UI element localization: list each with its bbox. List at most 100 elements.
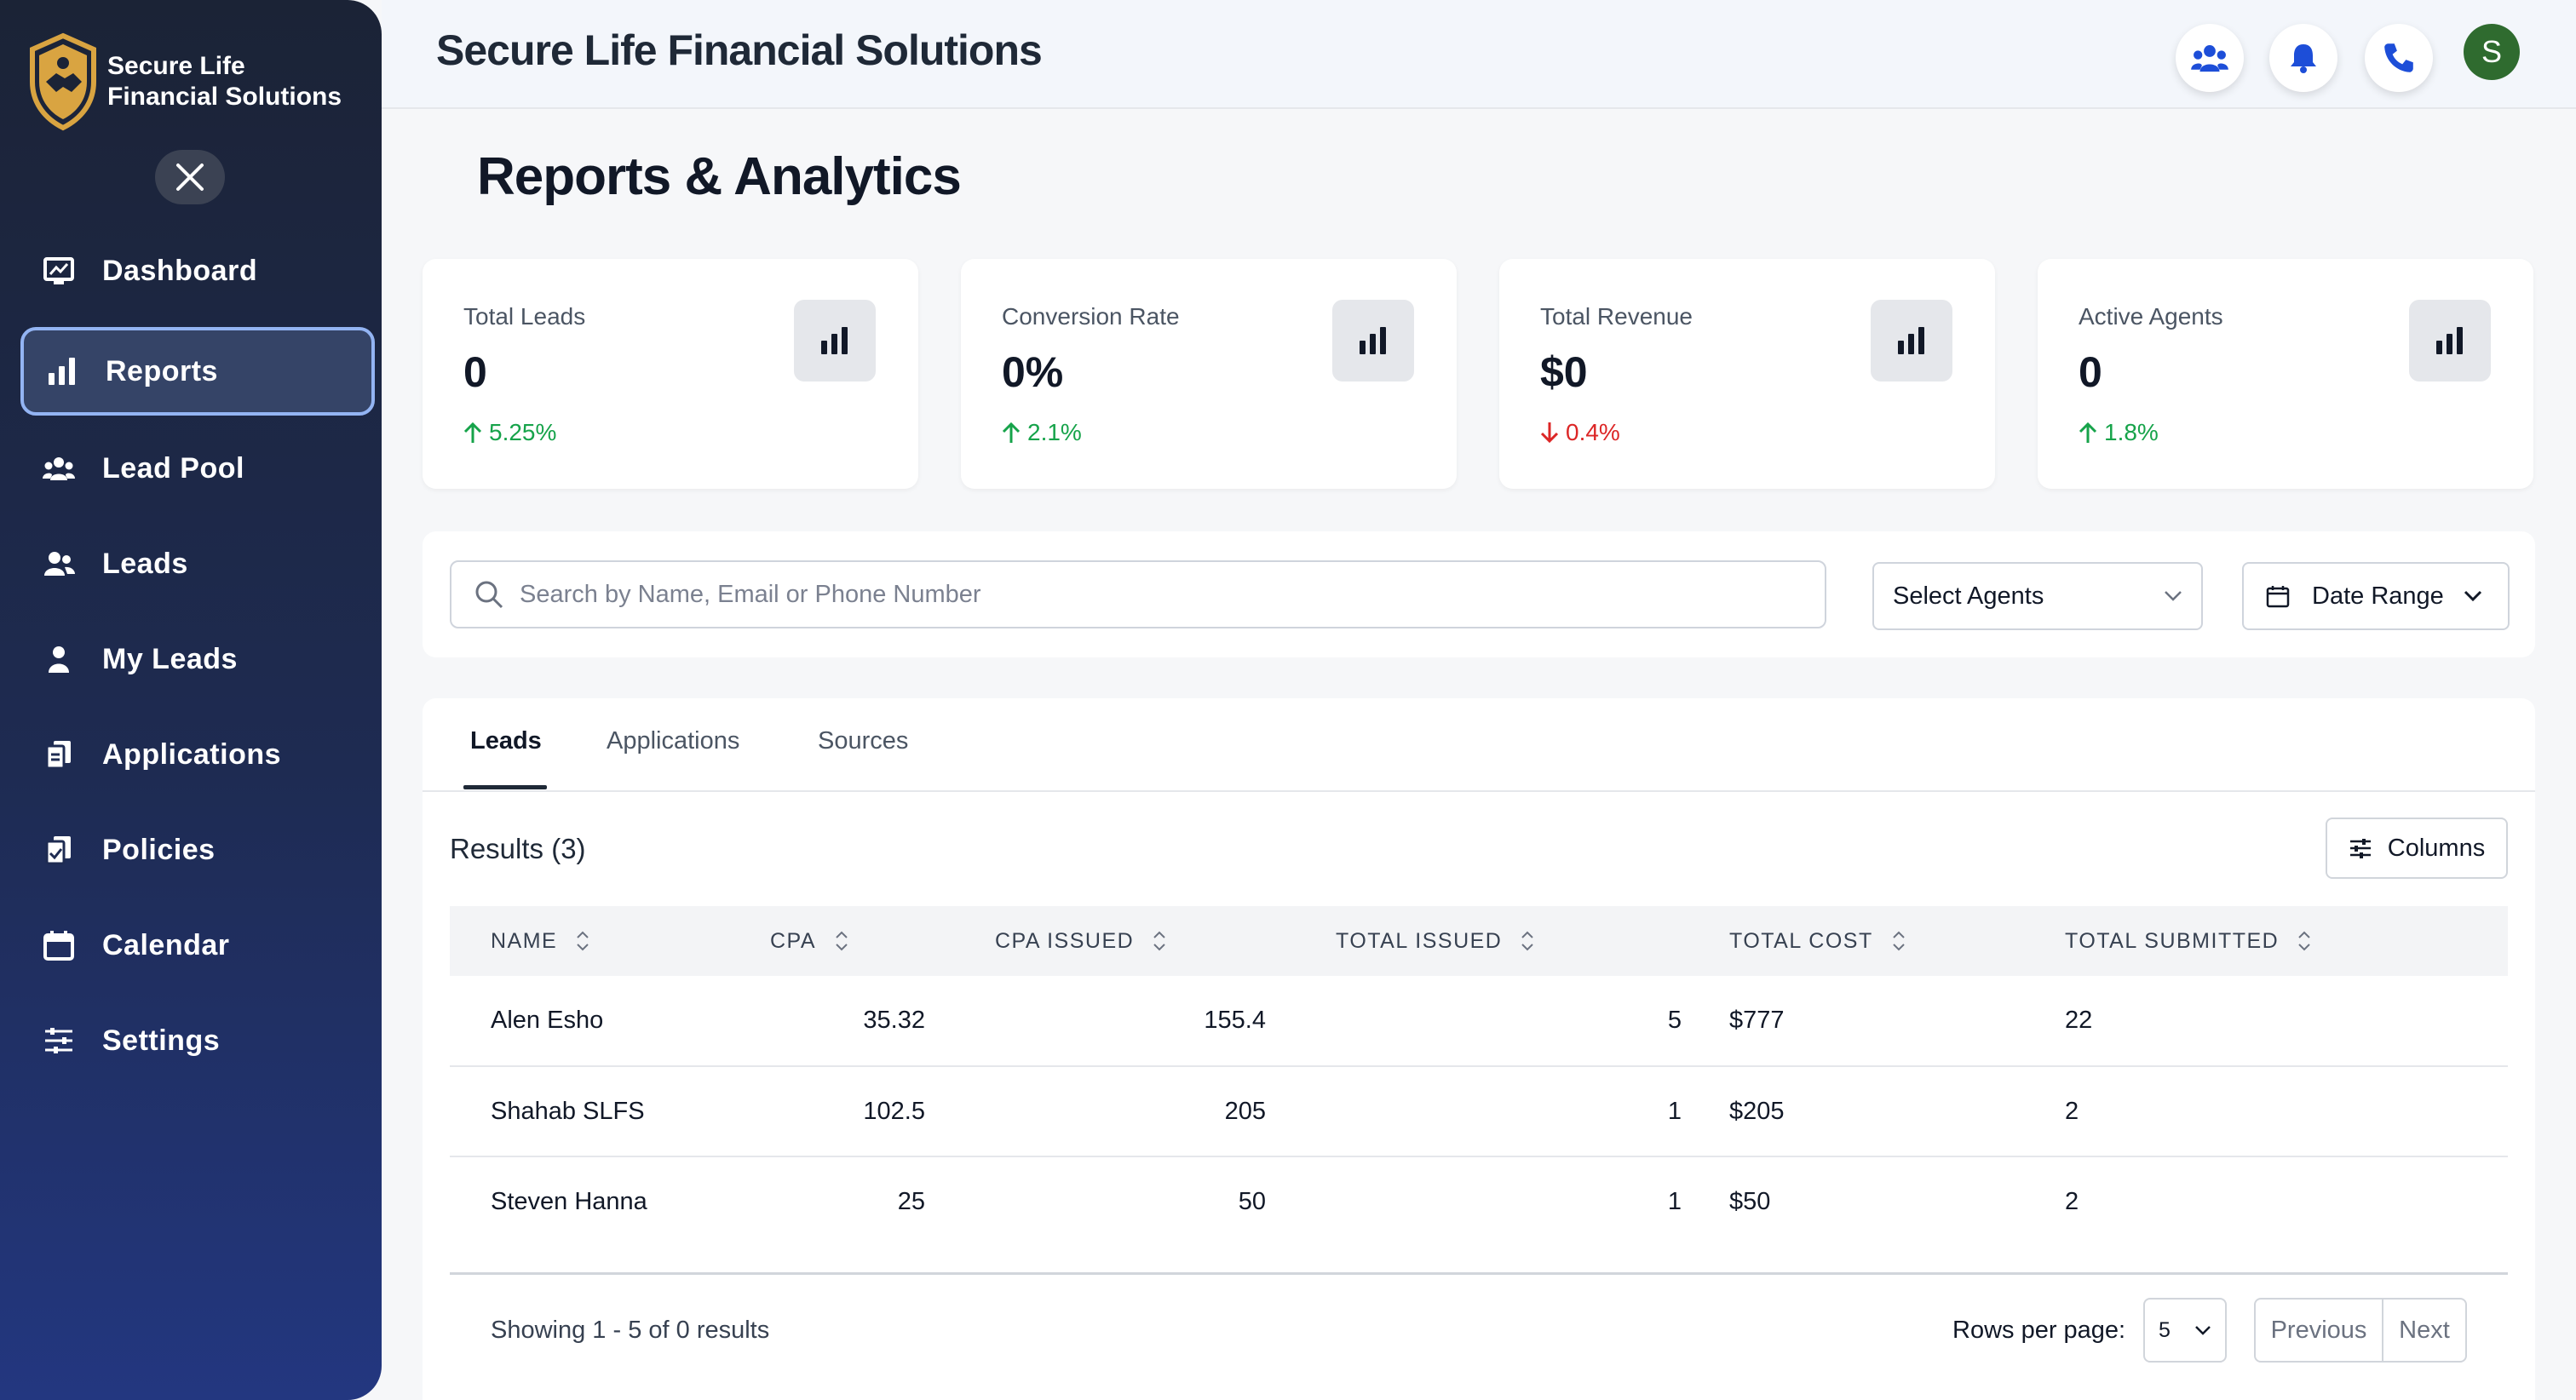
sort-icon bbox=[836, 931, 848, 951]
sort-icon bbox=[2298, 931, 2310, 951]
results-panel: Leads Applications Sources Results (3) C… bbox=[423, 698, 2535, 1400]
close-icon bbox=[176, 164, 204, 191]
cell-total-issued: 5 bbox=[1667, 1007, 1682, 1034]
column-header-label: NAME bbox=[491, 928, 558, 953]
cell-cpa: 25 bbox=[897, 1188, 925, 1215]
clipboard-check-icon bbox=[41, 832, 77, 868]
stat-value: 0 bbox=[463, 348, 487, 396]
stat-label: Conversion Rate bbox=[1002, 303, 1180, 330]
search-box[interactable] bbox=[450, 560, 1826, 628]
column-header-total-cost[interactable]: TOTAL COST bbox=[1714, 906, 2065, 976]
table-row[interactable]: Shahab SLFS 102.5 205 1 $205 2 bbox=[450, 1066, 2508, 1156]
team-button[interactable] bbox=[2176, 24, 2244, 92]
users-group-icon bbox=[41, 450, 77, 486]
brand[interactable]: Secure Life Financial Solutions bbox=[27, 32, 342, 131]
table-header-row: NAME CPA CPA ISSUED TOTAL ISSUED TOTAL C… bbox=[450, 906, 2508, 976]
active-tab-indicator bbox=[463, 785, 547, 789]
arrow-up-icon bbox=[2079, 422, 2097, 443]
stat-card-total-leads: Total Leads 0 5.25% bbox=[423, 259, 918, 489]
users-icon bbox=[41, 546, 77, 582]
stat-trend-value: 0.4% bbox=[1566, 419, 1620, 445]
stat-card-conversion-rate: Conversion Rate 0% 2.1% bbox=[961, 259, 1457, 489]
sidebar-item-label: Applications bbox=[102, 737, 282, 771]
stat-icon bbox=[1871, 300, 1952, 382]
sidebar-item-label: Lead Pool bbox=[102, 451, 244, 485]
app-title: Secure Life Financial Solutions bbox=[436, 26, 1043, 74]
sidebar-item-calendar[interactable]: Calendar bbox=[20, 901, 375, 990]
table-divider bbox=[450, 1272, 2508, 1275]
rows-per-page-select[interactable]: 5 bbox=[2143, 1298, 2227, 1363]
date-range-label: Date Range bbox=[2312, 582, 2444, 610]
rows-per-page-value: 5 bbox=[2159, 1317, 2171, 1342]
column-header-cpa[interactable]: CPA bbox=[770, 906, 995, 976]
sidebar-item-dashboard[interactable]: Dashboard bbox=[20, 227, 375, 315]
page-title: Reports & Analytics bbox=[477, 147, 962, 206]
cell-total-submitted: 2 bbox=[2065, 1188, 2079, 1215]
tab-applications[interactable]: Applications bbox=[607, 727, 740, 755]
stat-trend-value: 2.1% bbox=[1027, 419, 1082, 445]
sidebar-item-label: Dashboard bbox=[102, 254, 258, 287]
brand-name-line1: Secure Life bbox=[107, 52, 245, 80]
sliders-icon bbox=[41, 1023, 77, 1059]
notifications-button[interactable] bbox=[2269, 24, 2337, 92]
search-icon bbox=[475, 581, 503, 609]
sidebar-item-applications[interactable]: Applications bbox=[20, 710, 375, 799]
sidebar-item-leads[interactable]: Leads bbox=[20, 519, 375, 608]
sidebar-item-settings[interactable]: Settings bbox=[20, 996, 375, 1085]
columns-label: Columns bbox=[2387, 834, 2486, 862]
top-header: Secure Life Financial Solutions S bbox=[382, 0, 2576, 109]
close-sidebar-button[interactable] bbox=[155, 150, 225, 204]
rows-per-page-label: Rows per page: bbox=[1952, 1317, 2126, 1344]
bar-chart-icon bbox=[2436, 327, 2463, 354]
documents-icon bbox=[41, 737, 77, 772]
sidebar-item-label: My Leads bbox=[102, 642, 238, 675]
results-table: NAME CPA CPA ISSUED TOTAL ISSUED TOTAL C… bbox=[450, 906, 2508, 1247]
stat-label: Total Leads bbox=[463, 303, 586, 330]
table-row[interactable]: Alen Esho 35.32 155.4 5 $777 22 bbox=[450, 976, 2508, 1066]
calendar-icon bbox=[2266, 586, 2290, 608]
phone-icon bbox=[2384, 43, 2413, 72]
column-header-label: TOTAL COST bbox=[1729, 928, 1873, 953]
columns-button[interactable]: Columns bbox=[2326, 818, 2508, 879]
avatar[interactable]: S bbox=[2464, 24, 2520, 80]
table-row[interactable]: Steven Hanna 25 50 1 $50 2 bbox=[450, 1156, 2508, 1247]
column-header-name[interactable]: NAME bbox=[450, 906, 770, 976]
filter-bar: Select Agents Date Range bbox=[423, 531, 2535, 657]
sidebar-item-label: Policies bbox=[102, 833, 216, 866]
tab-bar: Leads Applications Sources bbox=[423, 698, 2535, 792]
tab-sources[interactable]: Sources bbox=[818, 727, 909, 755]
user-icon bbox=[41, 641, 77, 677]
date-range-button[interactable]: Date Range bbox=[2242, 562, 2510, 630]
sidebar-item-label: Leads bbox=[102, 547, 188, 580]
column-header-label: CPA bbox=[770, 928, 817, 953]
cell-total-issued: 1 bbox=[1667, 1097, 1682, 1125]
sidebar: Secure Life Financial Solutions Dashboar… bbox=[0, 0, 382, 1400]
chevron-down-icon bbox=[2464, 590, 2482, 602]
sort-icon bbox=[1893, 931, 1905, 951]
stat-trend-value: 5.25% bbox=[489, 419, 557, 445]
stat-icon bbox=[1332, 300, 1414, 382]
sidebar-item-reports[interactable]: Reports bbox=[20, 327, 375, 416]
chevron-down-icon bbox=[2165, 591, 2182, 601]
cell-total-cost: $50 bbox=[1729, 1188, 1771, 1215]
sidebar-item-my-leads[interactable]: My Leads bbox=[20, 615, 375, 703]
call-button[interactable] bbox=[2365, 24, 2433, 92]
column-header-cpa-issued[interactable]: CPA ISSUED bbox=[995, 906, 1336, 976]
next-page-button[interactable]: Next bbox=[2382, 1298, 2467, 1363]
cell-cpa: 35.32 bbox=[863, 1007, 925, 1034]
tab-leads[interactable]: Leads bbox=[470, 727, 542, 755]
cell-total-submitted: 2 bbox=[2065, 1097, 2079, 1125]
agents-select[interactable]: Select Agents bbox=[1872, 562, 2203, 630]
stat-trend: 0.4% bbox=[1538, 419, 1620, 446]
column-header-total-submitted[interactable]: TOTAL SUBMITTED bbox=[2065, 906, 2508, 976]
sort-icon bbox=[1153, 931, 1165, 951]
column-header-total-issued[interactable]: TOTAL ISSUED bbox=[1336, 906, 1714, 976]
previous-page-button[interactable]: Previous bbox=[2254, 1298, 2383, 1363]
stat-label: Active Agents bbox=[2079, 303, 2223, 330]
sidebar-item-lead-pool[interactable]: Lead Pool bbox=[20, 424, 375, 513]
sort-icon bbox=[1521, 931, 1534, 951]
arrow-down-icon bbox=[1540, 422, 1559, 444]
sidebar-item-policies[interactable]: Policies bbox=[20, 806, 375, 894]
stat-value: 0% bbox=[1002, 348, 1064, 396]
search-input[interactable] bbox=[520, 580, 1797, 609]
